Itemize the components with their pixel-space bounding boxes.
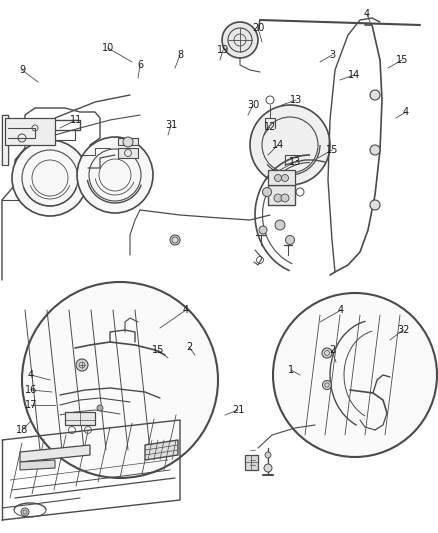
Circle shape xyxy=(274,194,282,202)
Circle shape xyxy=(250,105,330,185)
Circle shape xyxy=(370,200,380,210)
Text: 13: 13 xyxy=(290,95,302,105)
Text: 19: 19 xyxy=(217,45,229,55)
Circle shape xyxy=(76,359,88,371)
Circle shape xyxy=(123,137,133,147)
Text: 14: 14 xyxy=(348,70,360,80)
Circle shape xyxy=(282,174,289,182)
Text: 4: 4 xyxy=(183,305,189,315)
Text: 10: 10 xyxy=(102,43,114,53)
Text: 6: 6 xyxy=(137,60,143,70)
Circle shape xyxy=(322,381,332,390)
Polygon shape xyxy=(20,445,90,462)
Polygon shape xyxy=(2,115,8,165)
Text: 12: 12 xyxy=(264,122,276,132)
Text: 20: 20 xyxy=(252,23,264,33)
Text: 18: 18 xyxy=(16,425,28,435)
Circle shape xyxy=(77,137,153,213)
Polygon shape xyxy=(268,185,295,205)
Text: 8: 8 xyxy=(177,50,183,60)
Circle shape xyxy=(97,405,103,411)
Text: 15: 15 xyxy=(396,55,408,65)
Text: 4: 4 xyxy=(338,305,344,315)
Circle shape xyxy=(262,188,272,197)
Circle shape xyxy=(22,282,218,478)
Text: 4: 4 xyxy=(403,107,409,117)
Text: 17: 17 xyxy=(25,400,37,410)
Circle shape xyxy=(259,226,267,234)
Circle shape xyxy=(370,90,380,100)
Text: 3: 3 xyxy=(329,50,335,60)
Text: 16: 16 xyxy=(25,385,37,395)
Polygon shape xyxy=(118,138,138,145)
Text: 31: 31 xyxy=(165,120,177,130)
Polygon shape xyxy=(20,460,55,470)
Text: 21: 21 xyxy=(232,405,244,415)
Circle shape xyxy=(275,174,282,182)
Text: 15: 15 xyxy=(152,345,164,355)
Text: 4: 4 xyxy=(364,9,370,19)
Circle shape xyxy=(322,348,332,358)
Circle shape xyxy=(275,220,285,230)
Text: 30: 30 xyxy=(247,100,259,110)
Circle shape xyxy=(281,194,289,202)
Circle shape xyxy=(273,293,437,457)
Text: 15: 15 xyxy=(326,145,338,155)
Circle shape xyxy=(286,236,294,245)
Polygon shape xyxy=(5,118,55,145)
Text: 2: 2 xyxy=(186,342,192,352)
Circle shape xyxy=(222,22,258,58)
Polygon shape xyxy=(245,455,258,470)
Text: 32: 32 xyxy=(397,325,409,335)
Text: 2: 2 xyxy=(329,345,335,355)
Circle shape xyxy=(265,452,271,458)
Text: 13: 13 xyxy=(289,157,301,167)
Polygon shape xyxy=(145,440,178,460)
Text: 1: 1 xyxy=(288,365,294,375)
Circle shape xyxy=(170,235,180,245)
Polygon shape xyxy=(268,170,295,185)
Text: 11: 11 xyxy=(70,115,82,125)
Text: 4: 4 xyxy=(28,370,34,380)
Text: 9: 9 xyxy=(19,65,25,75)
Circle shape xyxy=(12,140,88,216)
Text: 14: 14 xyxy=(272,140,284,150)
Polygon shape xyxy=(118,148,138,158)
Circle shape xyxy=(370,145,380,155)
Polygon shape xyxy=(65,412,95,425)
Circle shape xyxy=(21,508,29,516)
Circle shape xyxy=(264,464,272,472)
